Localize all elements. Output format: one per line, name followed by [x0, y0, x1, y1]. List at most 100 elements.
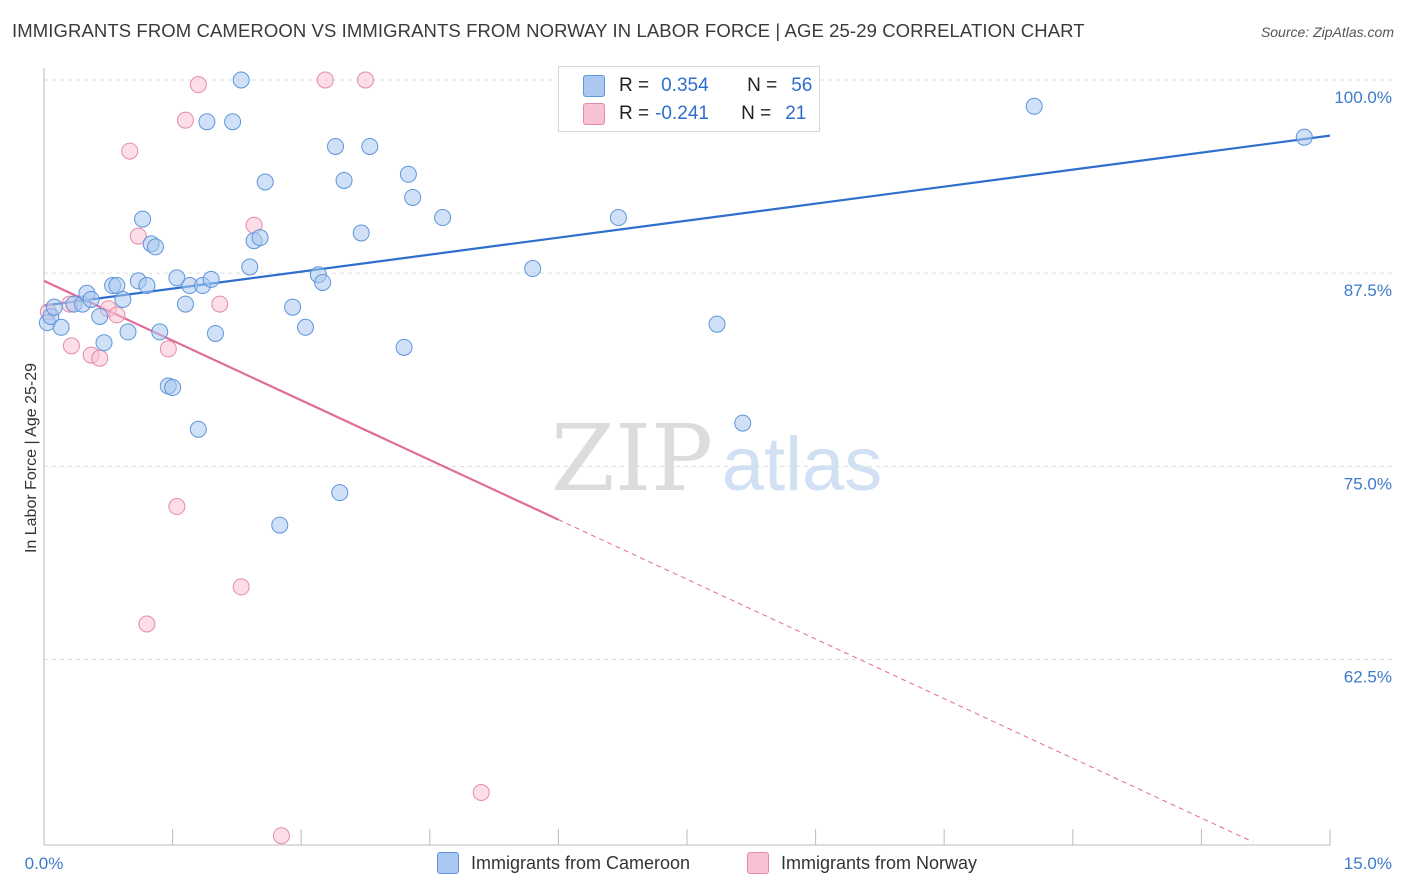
cameroon-point	[609, 209, 627, 227]
cameroon-point	[95, 334, 113, 352]
cameroon-point	[361, 137, 379, 155]
norway-n-label: N =	[741, 103, 772, 124]
norway-point	[121, 142, 139, 160]
legend-row-norway: R = -0.241 N = 21	[559, 100, 806, 128]
cameroon-point	[202, 270, 220, 288]
norway-trend-line-extension	[558, 519, 1254, 843]
y-tick-label: 87.5%	[1344, 281, 1392, 300]
cameroon-point	[335, 171, 353, 189]
cameroon-point	[314, 273, 332, 291]
cameroon-point	[256, 173, 274, 191]
norway-point	[168, 498, 186, 516]
cameroon-point	[176, 295, 194, 313]
legend-swatch-cameroon	[437, 852, 459, 874]
cameroon-point	[1295, 128, 1313, 146]
cameroon-point	[326, 137, 344, 155]
norway-point	[129, 227, 147, 245]
legend-label-cameroon: Immigrants from Cameroon	[471, 852, 691, 873]
norway-r-label: R =	[619, 103, 650, 124]
norway-point	[316, 71, 334, 89]
cameroon-r-label: R =	[619, 75, 650, 96]
cameroon-point	[284, 298, 302, 316]
norway-point	[159, 340, 177, 358]
correlation-legend: R = 0.354 N = 56 R = -0.241 N = 21	[558, 66, 820, 132]
cameroon-point	[395, 338, 413, 356]
cameroon-point	[734, 414, 752, 432]
cameroon-point	[399, 165, 417, 183]
source-label: Source: ZipAtlas.com	[1260, 24, 1394, 40]
watermark-zip: ZIP	[551, 405, 713, 512]
series-legend: Immigrants from Cameroon Immigrants from…	[0, 852, 1406, 878]
watermark: ZIP atlas	[551, 405, 882, 512]
cameroon-point	[232, 71, 250, 89]
cameroon-point	[52, 318, 70, 336]
x-tick-labels: 0.0% 15.0%	[25, 854, 1392, 873]
cameroon-swatch	[583, 75, 605, 97]
legend-label-norway: Immigrants from Norway	[781, 852, 978, 873]
cameroon-point	[1025, 97, 1043, 115]
cameroon-point	[271, 516, 289, 534]
norway-point	[211, 295, 229, 313]
norway-point	[272, 827, 290, 845]
cameroon-point	[134, 210, 152, 228]
norway-point	[62, 337, 80, 355]
norway-point	[138, 615, 156, 633]
norway-point	[472, 783, 490, 801]
norway-swatch	[583, 103, 605, 125]
y-tick-labels: 100.0% 87.5% 75.0% 62.5%	[1334, 88, 1392, 687]
cameroon-point	[206, 324, 224, 342]
cameroon-point	[151, 323, 169, 341]
cameroon-point	[198, 113, 216, 131]
cameroon-point	[331, 484, 349, 502]
y-axis-label: In Labor Force | Age 25-29	[23, 363, 40, 553]
cameroon-point	[189, 420, 207, 438]
legend-item-norway: Immigrants from Norway	[747, 852, 977, 874]
trend-lines	[43, 134, 1331, 843]
cameroon-point	[434, 209, 452, 227]
cameroon-point	[241, 258, 259, 276]
norway-point	[357, 71, 374, 89]
cameroon-point	[168, 269, 186, 287]
cameroon-n-label: N =	[747, 75, 778, 96]
cameroon-point	[224, 113, 242, 131]
norway-point	[232, 578, 250, 596]
x-tick-label: 0.0%	[25, 854, 64, 873]
y-tick-label: 75.0%	[1344, 474, 1392, 493]
cameroon-point	[708, 315, 726, 333]
cameroon-point	[352, 224, 370, 242]
cameroon-point	[114, 290, 132, 308]
cameroon-n-value: 56	[791, 75, 813, 96]
cameroon-point	[251, 229, 269, 247]
cameroon-point	[296, 318, 314, 336]
cameroon-point	[82, 290, 100, 308]
cameroon-points	[38, 71, 1313, 534]
cameroon-trend-line	[43, 134, 1331, 307]
x-tick-label: 15.0%	[1344, 854, 1392, 873]
norway-n-value: 21	[785, 103, 807, 124]
axes	[43, 68, 1331, 846]
norway-point	[189, 76, 207, 94]
norway-trend-line	[43, 279, 559, 521]
cameroon-point	[45, 298, 63, 316]
legend-item-cameroon: Immigrants from Cameroon	[437, 852, 690, 874]
chart-title: IMMIGRANTS FROM CAMEROON VS IMMIGRANTS F…	[12, 20, 1085, 41]
cameroon-r-value: 0.354	[661, 75, 709, 96]
legend-swatch-norway	[747, 852, 769, 874]
y-tick-label: 62.5%	[1344, 668, 1392, 687]
norway-point	[108, 306, 126, 324]
watermark-atlas: atlas	[722, 422, 883, 507]
cameroon-point	[404, 188, 422, 206]
legend-row-cameroon: R = 0.354 N = 56	[559, 72, 812, 100]
cameroon-point	[91, 307, 109, 325]
norway-points	[39, 71, 490, 845]
cameroon-point	[524, 260, 542, 278]
norway-point	[176, 111, 194, 129]
cameroon-point	[138, 277, 156, 295]
cameroon-point	[119, 323, 137, 341]
y-tick-label: 100.0%	[1334, 88, 1392, 107]
norway-r-value: -0.241	[655, 103, 709, 124]
norway-point	[91, 349, 109, 367]
cameroon-point	[164, 379, 182, 397]
gridlines	[44, 79, 1392, 661]
